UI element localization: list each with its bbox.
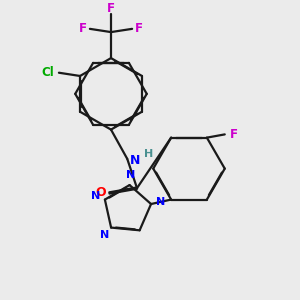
Text: F: F xyxy=(135,22,143,35)
Text: N: N xyxy=(126,170,135,180)
Text: F: F xyxy=(79,22,87,35)
Text: N: N xyxy=(91,191,101,201)
Text: H: H xyxy=(144,149,153,159)
Text: N: N xyxy=(100,230,109,240)
Text: N: N xyxy=(156,197,165,207)
Text: F: F xyxy=(230,128,238,141)
Text: F: F xyxy=(107,2,115,15)
Text: N: N xyxy=(130,154,140,167)
Text: Cl: Cl xyxy=(41,66,54,79)
Text: O: O xyxy=(95,187,106,200)
